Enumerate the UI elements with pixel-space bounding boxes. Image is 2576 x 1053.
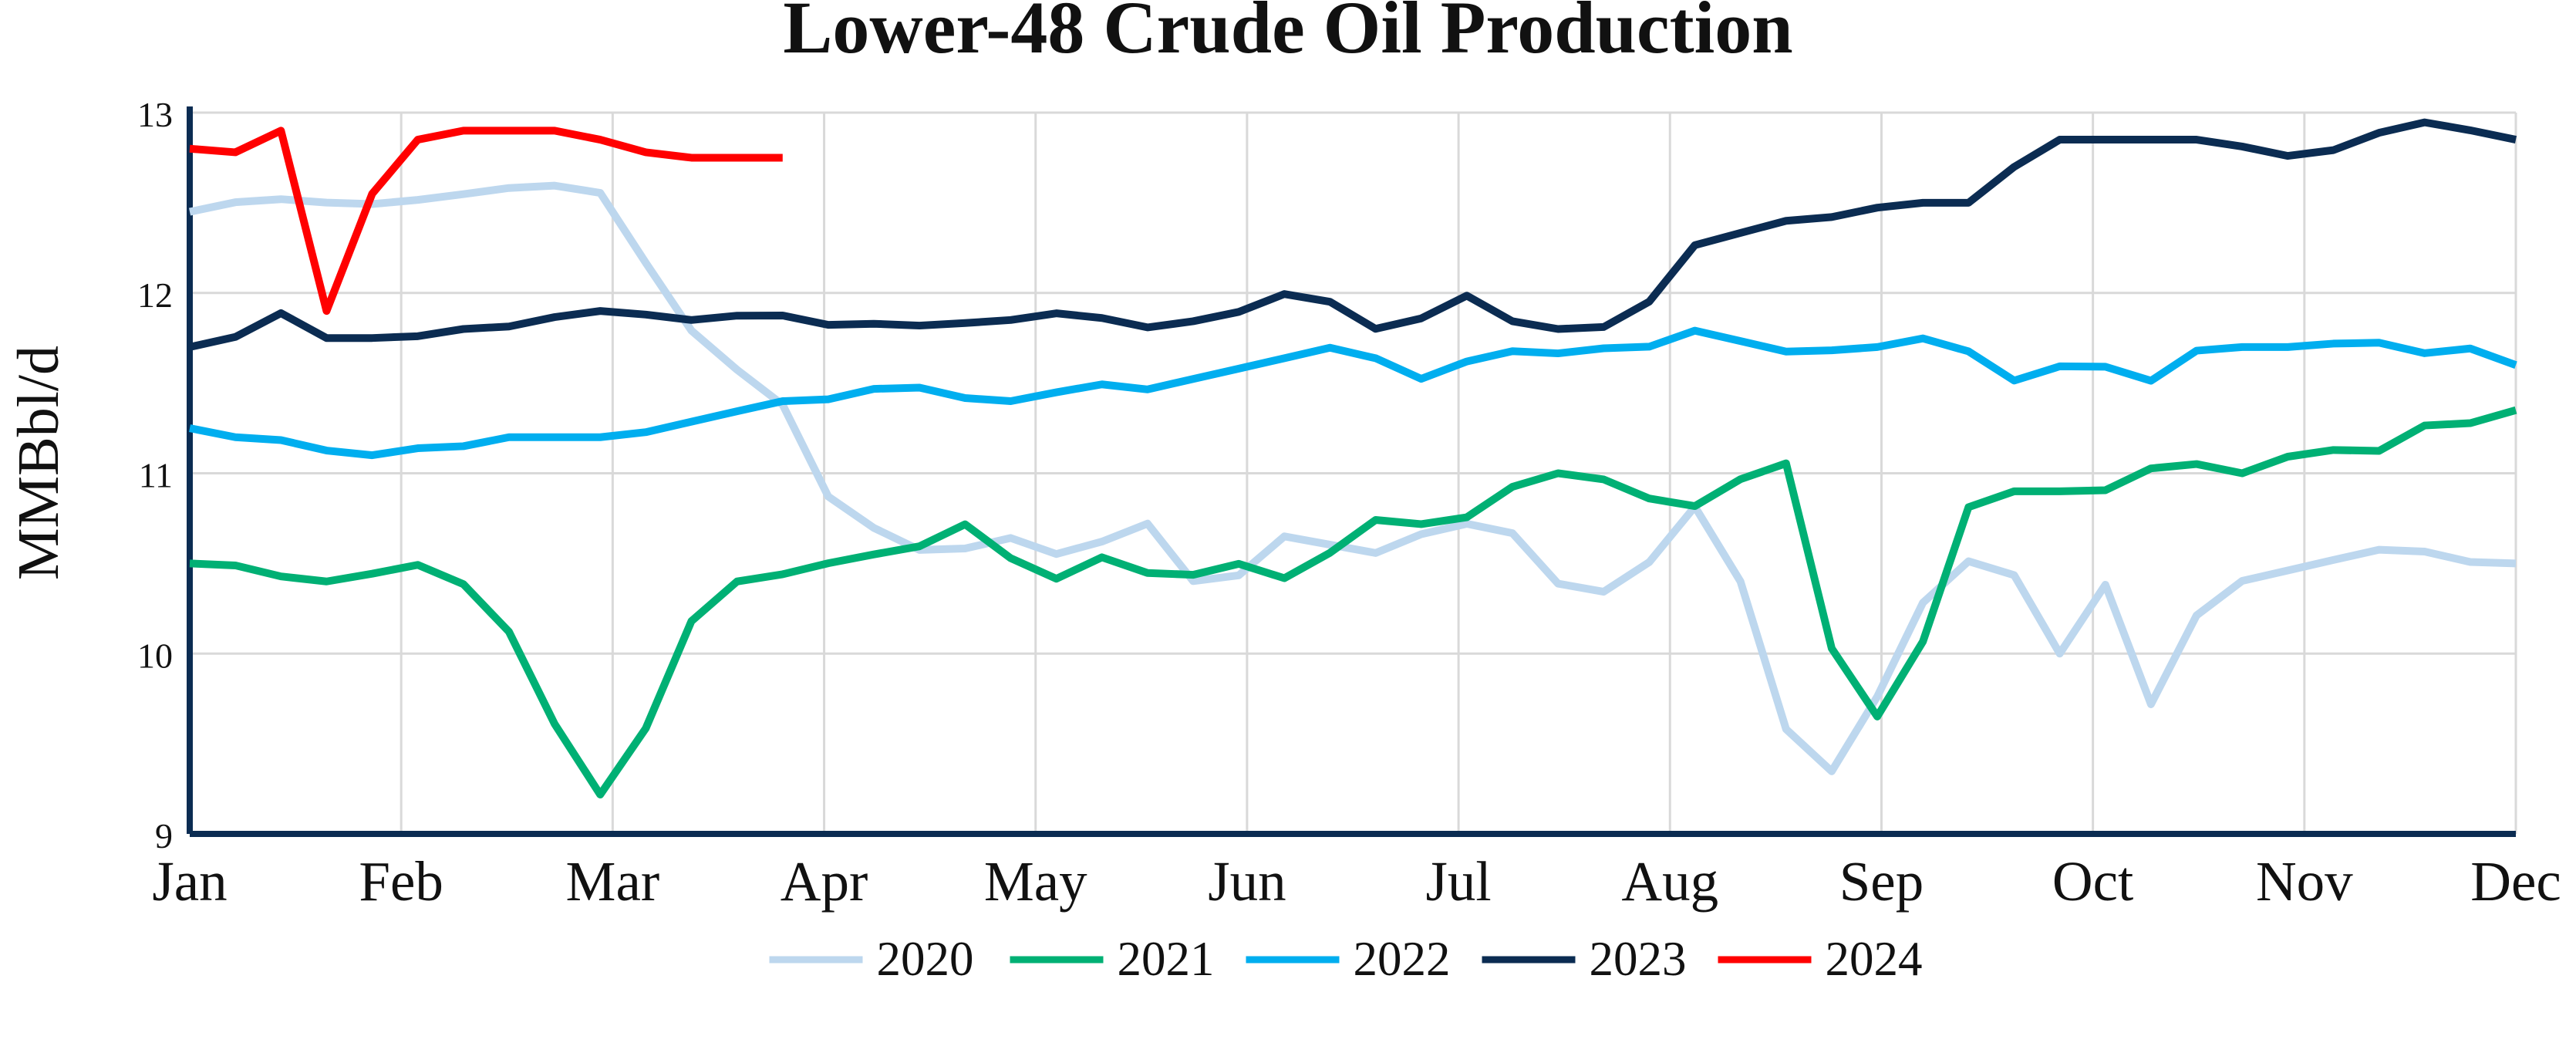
svg-text:2021: 2021 [1118,932,1215,986]
svg-text:Mar: Mar [566,850,660,913]
svg-text:MMBbl/d: MMBbl/d [6,346,71,580]
svg-text:2023: 2023 [1590,932,1687,986]
svg-text:12: 12 [137,275,173,315]
svg-text:Jul: Jul [1425,850,1491,913]
svg-text:10: 10 [137,636,173,675]
svg-text:Jan: Jan [152,850,227,913]
svg-text:Oct: Oct [2052,850,2133,913]
svg-text:May: May [984,850,1087,913]
svg-text:Lower-48 Crude Oil Production: Lower-48 Crude Oil Production [783,0,1792,69]
svg-text:Jun: Jun [1208,850,1286,913]
svg-text:2022: 2022 [1354,932,1451,986]
svg-text:Feb: Feb [359,850,443,913]
svg-text:2024: 2024 [1826,932,1923,986]
svg-text:Aug: Aug [1621,850,1718,913]
svg-text:11: 11 [139,456,173,495]
svg-text:Dec: Dec [2470,850,2561,913]
svg-text:Nov: Nov [2256,850,2353,913]
svg-text:2020: 2020 [877,932,974,986]
svg-text:13: 13 [137,95,173,134]
svg-text:Sep: Sep [1839,850,1924,913]
svg-text:Apr: Apr [781,850,868,913]
